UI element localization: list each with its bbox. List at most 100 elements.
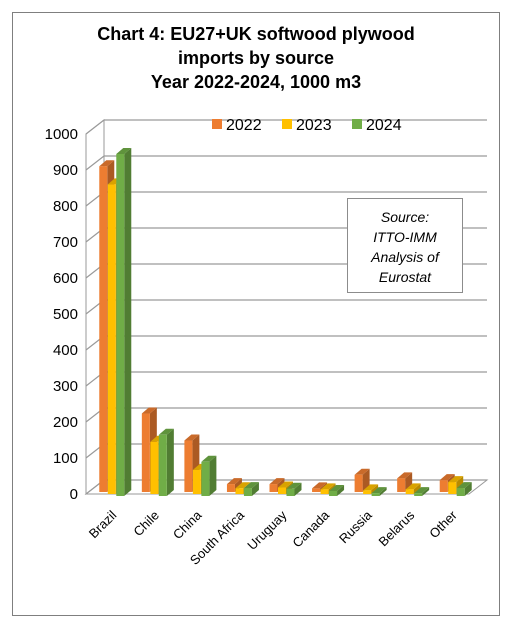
- bar-front: [107, 184, 116, 494]
- gridline: [85, 371, 487, 387]
- x-category-label: Brazil: [86, 507, 120, 541]
- bar-side: [166, 428, 174, 496]
- bar-top: [278, 481, 293, 488]
- x-category-label: Canada: [289, 507, 332, 550]
- y-tick-label: 800: [53, 198, 78, 215]
- source-line-1: Source:: [380, 209, 430, 225]
- bar-brazil-2024: [116, 148, 132, 496]
- bar-front: [456, 488, 465, 496]
- bar-top: [235, 482, 251, 489]
- bar-top: [99, 160, 115, 167]
- bar-front: [243, 488, 252, 496]
- bar-front: [439, 480, 448, 492]
- bar-front: [363, 490, 372, 494]
- bar-front: [278, 487, 286, 494]
- source-line-3: Analysis of: [371, 249, 439, 265]
- x-category-label: China: [170, 507, 205, 542]
- source-annotation: Source: ITTO-IMM Analysis of Eurostat: [347, 198, 463, 293]
- bar-top: [414, 487, 430, 494]
- gridline: [85, 335, 487, 351]
- bar-uruguay-2024: [286, 482, 302, 496]
- bar-front: [99, 166, 108, 492]
- bar-top: [329, 484, 345, 491]
- bar-front: [397, 478, 406, 492]
- bar-top: [397, 472, 413, 479]
- bar-front: [235, 488, 244, 494]
- bar-top: [226, 478, 242, 485]
- y-tick-label: 100: [53, 450, 78, 467]
- bar-top: [286, 482, 302, 489]
- bar-top: [201, 455, 217, 462]
- bar-front: [286, 488, 295, 496]
- bar-top: [439, 474, 455, 481]
- bar-top: [320, 483, 336, 490]
- source-line-4: Eurostat: [378, 269, 432, 285]
- bar-top: [448, 476, 464, 483]
- x-category-label: Chile: [130, 508, 162, 540]
- source-line-2: ITTO-IMM: [373, 229, 437, 245]
- bar-other-2024: [456, 482, 472, 496]
- bar-front: [329, 490, 338, 496]
- legend-label-2022: 2022: [226, 117, 262, 134]
- bar-front: [269, 484, 278, 492]
- x-category-label: Russia: [336, 507, 375, 546]
- bar-top: [456, 482, 472, 489]
- bar-side: [464, 482, 472, 496]
- chart-title-line-1: Chart 4: EU27+UK softwood plywood: [97, 24, 415, 44]
- bar-front: [405, 489, 414, 494]
- bar-front: [354, 474, 363, 492]
- x-category-label: Belarus: [376, 507, 418, 549]
- bar-side: [422, 487, 430, 496]
- bar-front: [150, 441, 159, 494]
- bar-front: [116, 154, 125, 496]
- chart-title: Chart 4: EU27+UK softwood plywood import…: [12, 22, 500, 94]
- legend-label-2023: 2023: [296, 117, 332, 134]
- bar-front: [448, 482, 457, 494]
- bar-side: [294, 482, 302, 496]
- bar-south-africa-2024: [243, 482, 259, 496]
- x-category-label: Other: [426, 507, 460, 541]
- bar-front: [414, 493, 423, 496]
- bar-front: [158, 434, 167, 496]
- bar-top: [405, 483, 421, 490]
- bar-side: [379, 487, 387, 496]
- y-tick-label: 200: [53, 414, 78, 431]
- y-tick-label: 1000: [45, 126, 78, 143]
- bar-front: [192, 469, 201, 494]
- bar-top: [312, 482, 328, 489]
- bar-belarus-2024: [414, 487, 430, 496]
- bar-top: [371, 487, 387, 494]
- bar-top: [243, 482, 259, 489]
- bar-russia-2022: [354, 468, 370, 492]
- y-tick-label: 500: [53, 306, 78, 323]
- gridline: [85, 299, 487, 315]
- legend: 2022 2023 2024: [212, 117, 402, 134]
- y-tick-label: 600: [53, 270, 78, 287]
- bar-front: [141, 413, 150, 492]
- chart-title-line-2: imports by source: [177, 48, 335, 68]
- bars: [99, 148, 472, 496]
- x-category-label: Uruguay: [244, 507, 290, 553]
- bar-russia-2023: [363, 484, 379, 494]
- bar-russia-2024: [371, 487, 387, 496]
- bar-top: [269, 478, 285, 485]
- bar-top: [363, 484, 379, 491]
- y-tick-label: 400: [53, 342, 78, 359]
- y-tick-label: 700: [53, 234, 78, 251]
- y-tick-label: 0: [70, 486, 78, 503]
- chart-title-line-3: Year 2022-2024, 1000 m3: [150, 72, 362, 92]
- y-tick-label: 900: [53, 162, 78, 179]
- bar-front: [201, 461, 210, 496]
- legend-label-2024: 2024: [366, 117, 402, 134]
- bar-side: [251, 482, 259, 496]
- bar-canada-2024: [329, 484, 345, 496]
- bar-top: [141, 407, 157, 414]
- bar-side: [337, 484, 345, 496]
- bar-top: [116, 148, 132, 154]
- bar-top: [354, 468, 370, 475]
- bar-front: [312, 488, 321, 492]
- bar-top: [184, 434, 200, 441]
- bar-front: [184, 440, 193, 492]
